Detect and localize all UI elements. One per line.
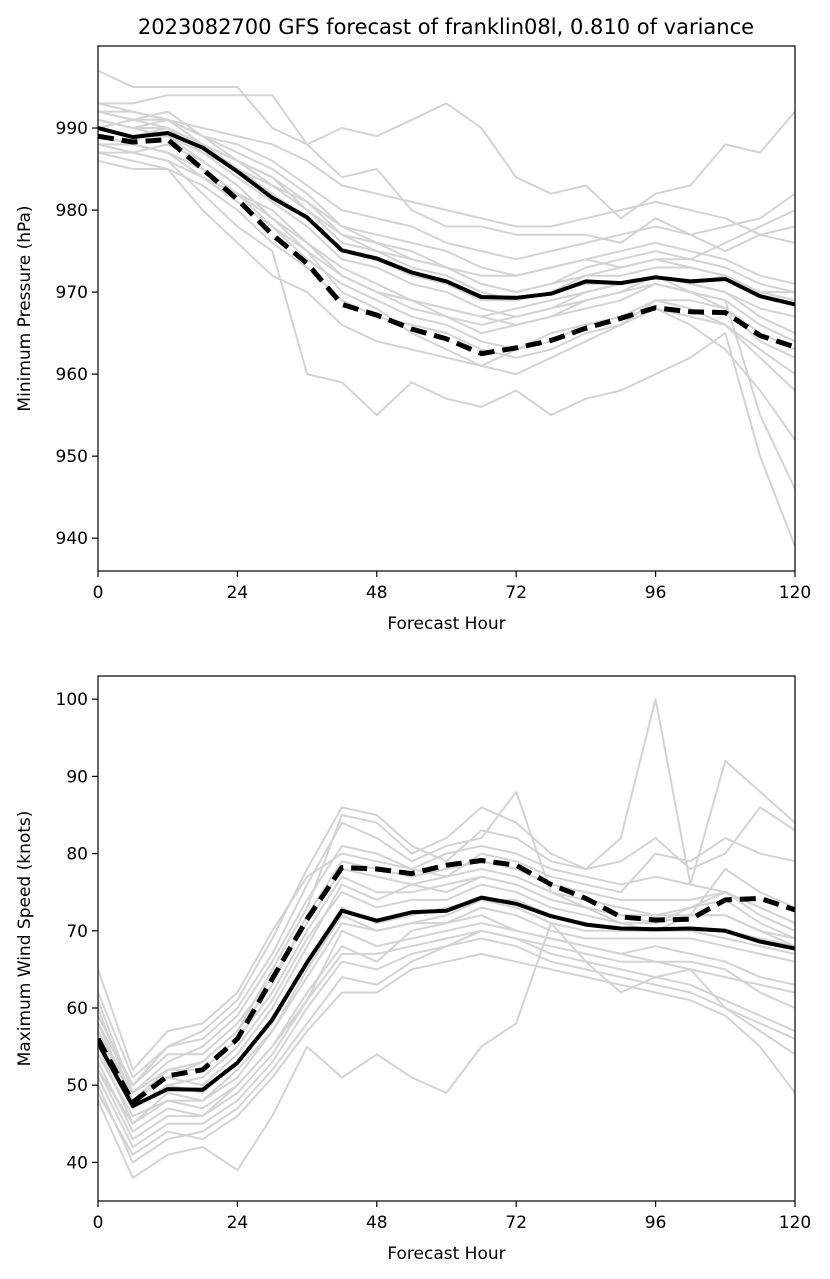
wind-y-tick-label: 70 bbox=[66, 922, 88, 942]
wind-x-tick-label: 48 bbox=[366, 1213, 388, 1233]
pressure-member-line-19 bbox=[98, 118, 795, 302]
pressure-member-line-10 bbox=[98, 143, 795, 335]
pressure-member-line-6 bbox=[98, 110, 795, 285]
wind-y-tick-label: 90 bbox=[66, 767, 88, 787]
pressure-member-line-13 bbox=[98, 110, 795, 244]
pressure-member-line-5 bbox=[98, 118, 795, 490]
pressure-panel: 0 24 48 72 96 120 940 950 960 970 980 990 Forecast H… bbox=[15, 45, 811, 634]
wind-x-tick-label: 72 bbox=[505, 1213, 527, 1233]
pressure-x-tick-label: 24 bbox=[227, 583, 249, 603]
pressure-y-tick-label: 980 bbox=[56, 201, 88, 221]
pressure-y-tick-label: 940 bbox=[56, 529, 88, 549]
wind-x-tick-label: 120 bbox=[779, 1213, 811, 1233]
wind-member-line-11 bbox=[98, 868, 795, 1087]
pressure-member-line-4 bbox=[98, 143, 795, 547]
pressure-y-axis-label: Minimum Pressure (hPa) bbox=[15, 205, 35, 411]
wind-y-tick-label: 50 bbox=[66, 1076, 88, 1096]
wind-y-tick-label: 80 bbox=[66, 845, 88, 865]
pressure-lines bbox=[98, 69, 795, 547]
wind-y-tick-label: 40 bbox=[66, 1153, 88, 1173]
pressure-member-line-18 bbox=[98, 143, 795, 351]
pressure-x-tick-label: 48 bbox=[366, 583, 388, 603]
pressure-member-line-7 bbox=[98, 151, 795, 441]
wind-x-tick-label: 24 bbox=[227, 1213, 249, 1233]
wind-x-axis-label: Forecast Hour bbox=[387, 1244, 505, 1264]
wind-y-tick-label: 60 bbox=[66, 999, 88, 1019]
pressure-solid-line bbox=[98, 126, 795, 307]
wind-member-line-17 bbox=[98, 875, 795, 1094]
pressure-y-tick-label: 950 bbox=[56, 447, 88, 467]
pressure-y-tick-label: 960 bbox=[56, 365, 88, 385]
pressure-member-line-2 bbox=[98, 94, 795, 220]
wind-y-axis-label: Maximum Wind Speed (knots) bbox=[15, 811, 35, 1067]
wind-member-line-14 bbox=[98, 952, 795, 1156]
pressure-y-tick-label: 970 bbox=[56, 283, 88, 303]
pressure-x-tick-label: 0 bbox=[93, 583, 104, 603]
wind-member-line-7 bbox=[98, 875, 795, 1102]
pressure-member-line-9 bbox=[98, 102, 795, 261]
pressure-x-tick-label: 120 bbox=[779, 583, 811, 603]
wind-solid-line bbox=[98, 895, 795, 1108]
wind-axes-frame bbox=[97, 675, 796, 1202]
pressure-member-line-14 bbox=[98, 135, 795, 375]
pressure-member-line-12 bbox=[98, 159, 795, 392]
wind-member-line-6 bbox=[98, 922, 795, 1179]
wind-member-line-13 bbox=[98, 883, 795, 1110]
wind-member-line-10 bbox=[98, 937, 795, 1148]
wind-member-line-15 bbox=[98, 806, 795, 1079]
wind-member-line-8 bbox=[98, 922, 795, 1133]
wind-panel: 0 24 48 72 96 120 40 50 60 70 80 90 100 Forecast Hour… bbox=[15, 675, 811, 1264]
wind-member-line-9 bbox=[98, 844, 795, 1094]
pressure-member-line-0 bbox=[98, 127, 795, 302]
wind-member-line-16 bbox=[98, 898, 795, 1125]
chart-title: 2023082700 GFS forecast of franklin08l, … bbox=[138, 15, 754, 39]
wind-member-line-18 bbox=[98, 929, 795, 1141]
wind-lines bbox=[98, 698, 795, 1179]
pressure-member-line-1 bbox=[98, 69, 795, 253]
pressure-y-tick-label: 990 bbox=[56, 119, 88, 139]
wind-x-tick-label: 96 bbox=[645, 1213, 667, 1233]
wind-dashed-line bbox=[98, 858, 795, 1105]
wind-member-line-19 bbox=[98, 860, 795, 1102]
wind-member-line-12 bbox=[98, 906, 795, 1118]
pressure-x-tick-label: 72 bbox=[505, 583, 527, 603]
wind-y-tick-label: 100 bbox=[56, 690, 88, 710]
pressure-member-line-15 bbox=[98, 127, 795, 318]
pressure-dashed-line bbox=[98, 133, 795, 357]
pressure-x-tick-label: 96 bbox=[645, 583, 667, 603]
pressure-member-line-17 bbox=[98, 110, 795, 302]
pressure-x-axis-label: Forecast Hour bbox=[387, 614, 505, 634]
wind-x-tick-label: 0 bbox=[93, 1213, 104, 1233]
pressure-axes-frame bbox=[97, 45, 796, 572]
